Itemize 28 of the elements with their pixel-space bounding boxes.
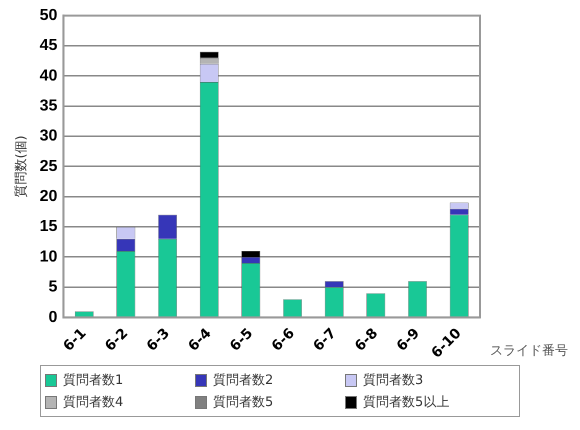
y-tick-label: 35 bbox=[40, 98, 58, 115]
legend-label: 質問者数5以上 bbox=[363, 394, 450, 411]
y-tick-label: 45 bbox=[40, 37, 58, 54]
x-tick-label: 6-3 bbox=[144, 325, 173, 355]
x-tick-label: 6-9 bbox=[394, 325, 423, 355]
x-tick-label: 6-7 bbox=[310, 325, 340, 355]
x-axis-title: スライド番号 bbox=[490, 344, 568, 359]
x-tick-label: 6-1 bbox=[60, 325, 90, 355]
y-tick-label: 50 bbox=[40, 7, 58, 24]
legend-label: 質問者数1 bbox=[63, 372, 124, 389]
x-tick-label: 6-2 bbox=[102, 325, 132, 355]
y-tick-label: 15 bbox=[40, 218, 58, 236]
y-tick-label: 20 bbox=[40, 188, 58, 206]
x-tick-label: 6-5 bbox=[227, 325, 256, 355]
legend-label: 質問者数4 bbox=[63, 394, 124, 411]
y-axis-title: 質問数(個) bbox=[14, 135, 30, 198]
x-tick-label: 6-6 bbox=[268, 325, 298, 355]
y-tick-label: 30 bbox=[40, 128, 58, 145]
x-tick-label: 6-4 bbox=[185, 325, 215, 355]
legend-label: 質問者数3 bbox=[363, 372, 424, 389]
legend-label: 質問者数2 bbox=[213, 372, 274, 389]
y-tick-label: 25 bbox=[40, 158, 58, 175]
y-tick-label: 40 bbox=[40, 67, 58, 84]
y-tick-label: 0 bbox=[48, 308, 58, 326]
x-tick-label: 6-8 bbox=[352, 325, 382, 355]
y-tick-label: 5 bbox=[48, 278, 58, 296]
legend-label: 質問者数5 bbox=[213, 394, 274, 411]
y-tick-label: 10 bbox=[40, 248, 58, 266]
